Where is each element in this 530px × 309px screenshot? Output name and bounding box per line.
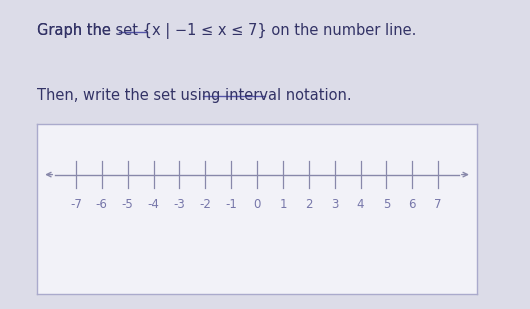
Text: Graph the: Graph the: [37, 23, 116, 39]
Text: Graph the set {x | −1 ≤ x ≤ 7} on the number line.: Graph the set {x | −1 ≤ x ≤ 7} on the nu…: [37, 23, 417, 40]
Text: 0: 0: [253, 198, 261, 211]
Text: 7: 7: [435, 198, 442, 211]
Text: -3: -3: [173, 198, 185, 211]
Text: 4: 4: [357, 198, 364, 211]
Text: 2: 2: [305, 198, 313, 211]
Text: Then, write the set using interval notation.: Then, write the set using interval notat…: [37, 88, 352, 103]
Text: 5: 5: [383, 198, 390, 211]
Text: 6: 6: [409, 198, 416, 211]
Text: -5: -5: [122, 198, 134, 211]
Text: -4: -4: [148, 198, 160, 211]
Text: -6: -6: [96, 198, 108, 211]
Text: 3: 3: [331, 198, 338, 211]
Text: -1: -1: [225, 198, 237, 211]
Text: 1: 1: [279, 198, 287, 211]
Text: -2: -2: [199, 198, 211, 211]
Text: -7: -7: [70, 198, 82, 211]
